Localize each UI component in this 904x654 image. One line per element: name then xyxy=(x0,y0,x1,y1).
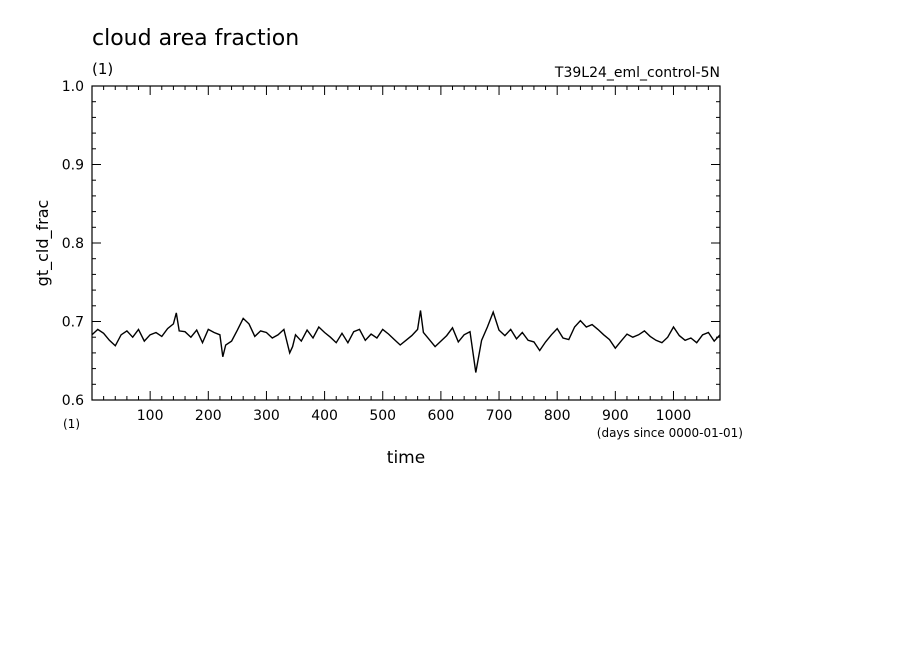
y-tick-label: 0.7 xyxy=(62,315,84,331)
x-axis-label: time xyxy=(387,448,425,468)
x-tick-label: 500 xyxy=(369,408,396,424)
y-tick-label: 0.9 xyxy=(62,158,84,174)
plot-frame xyxy=(91,85,721,401)
x-axis-units: (days since 0000-01-01) xyxy=(597,426,743,440)
y-tick-labels: 0.6 0.7 0.8 0.9 1.0 xyxy=(62,79,84,409)
x-tick-label: 400 xyxy=(311,408,338,424)
axis-ticks xyxy=(92,86,720,400)
series-line xyxy=(91,310,721,373)
x-tick-label: 700 xyxy=(486,408,513,424)
x-tick-label: 900 xyxy=(602,408,629,424)
chart-title: cloud area fraction xyxy=(92,26,299,51)
y-tick-label: 1.0 xyxy=(62,79,84,95)
y-tick-label: 0.6 xyxy=(62,393,84,409)
y-tick-label: 0.8 xyxy=(62,236,84,252)
x-tick-label: 1000 xyxy=(656,408,692,424)
x-tick-label: 300 xyxy=(253,408,280,424)
x-units-left: (1) xyxy=(63,417,80,431)
experiment-label: T39L24_eml_control-5N xyxy=(554,65,720,81)
x-tick-label: 800 xyxy=(544,408,571,424)
units-label: (1) xyxy=(92,60,113,78)
x-tick-label: 200 xyxy=(195,408,222,424)
y-axis-label: gt_cld_frac xyxy=(33,200,53,287)
x-tick-labels: 100 200 300 400 500 600 700 800 900 1000 xyxy=(137,408,692,424)
x-tick-label: 600 xyxy=(428,408,455,424)
x-tick-label: 100 xyxy=(137,408,164,424)
